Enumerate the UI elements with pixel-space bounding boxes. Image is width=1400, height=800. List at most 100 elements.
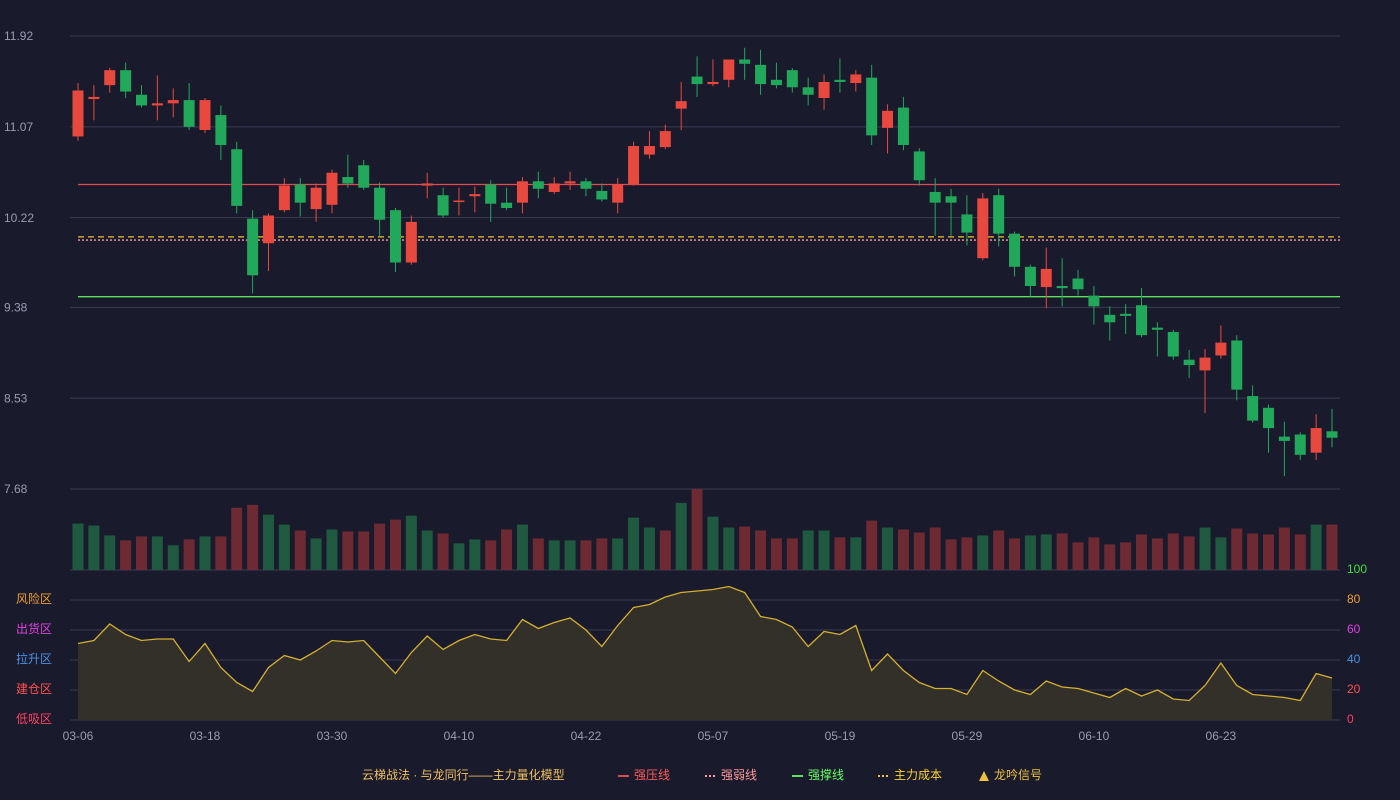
y2-tick-label: 40 [1347,652,1361,666]
volume-bar [326,529,338,570]
volume-bar [1072,542,1084,570]
volume-bar [755,530,767,570]
volume-bar [1278,527,1290,570]
zone-label: 风险区 [16,591,52,606]
y2-tick-label: 0 [1347,712,1354,726]
candle-body [104,70,116,86]
candle-body [1326,431,1338,438]
candle-body [358,165,370,188]
candle-body [1104,314,1116,323]
candle-body [739,59,751,64]
volume-bar [1056,533,1068,570]
volume-bar [88,525,100,570]
candle-body [1263,407,1275,429]
zone-label: 建仓区 [16,682,52,696]
candle-body [580,181,592,189]
candle-body [199,100,211,131]
candle-body [389,210,401,263]
candle-body [596,190,608,200]
candle-body [1167,331,1179,357]
candle-body [707,81,719,85]
volume-bar [1120,542,1132,570]
candle-body [1247,396,1259,421]
candle-body [1310,428,1322,453]
legend-title: 云梯战法 · 与龙同行——主力量化模型 [362,768,565,782]
volume-bar [453,543,465,570]
volume-bar [405,515,417,570]
volume-bar [437,533,449,570]
volume-bar [580,540,592,570]
candle-body [612,184,624,203]
candle-body [516,181,528,203]
x-tick-label: 04-10 [444,729,475,743]
volume-bar [1183,536,1195,570]
volume-bar [612,538,624,570]
zone-label: 低吸区 [16,712,52,726]
zone-label: 出货区 [16,621,52,636]
candle-body [342,177,354,184]
volume-bar [834,537,846,570]
candle-body [120,70,132,92]
candle-body [183,100,195,127]
legend-label: 强压线 [634,768,670,782]
candle-body [1120,313,1132,316]
candle-body [405,221,417,263]
volume-bar [643,527,655,570]
y2-tick-label: 20 [1347,682,1361,696]
candle-body [786,70,798,88]
y-tick-label: 11.92 [4,29,33,43]
candle-body [310,187,322,210]
candle-body [818,81,830,98]
legend-label: 强弱线 [721,768,757,782]
volume-bar [167,545,179,570]
volume-bar [358,531,370,570]
volume-bar [945,539,957,570]
candle-body [532,181,544,189]
candle-body [834,79,846,82]
candle-body [802,87,814,95]
candle-body [628,146,640,185]
candle-body [215,115,227,145]
x-tick-label: 04-22 [571,729,602,743]
volume-bar [929,527,941,570]
candle-body [945,196,957,203]
volume-bar [707,516,719,570]
volume-bar [548,540,560,570]
volume-bar [278,524,290,570]
volume-bar [421,530,433,570]
y-tick-label: 7.68 [4,482,28,496]
candle-body [564,181,576,184]
volume-bar [389,519,401,570]
candle-body [231,149,243,206]
volume-bar [993,530,1005,570]
volume-bar [374,523,386,570]
volume-bar [151,536,163,570]
candle-body [262,215,274,244]
volume-bar [1009,538,1021,570]
volume-bar [262,514,274,570]
volume-bar [135,536,147,570]
volume-bar [977,535,989,570]
volume-bar [913,532,925,570]
volume-bar [1040,534,1052,570]
indicator-area [78,586,1332,720]
y2-tick-label: 80 [1347,592,1361,606]
candle-body [1215,342,1227,356]
volume-bar [1136,534,1148,570]
candle-body [548,183,560,192]
candle-body [278,185,290,211]
candle-body [850,74,862,84]
volume-bar [1247,533,1259,570]
candle-body [723,59,735,80]
candle-body [1278,436,1290,441]
x-tick-label: 06-10 [1079,729,1110,743]
candle-body [247,218,259,276]
x-tick-label: 03-18 [190,729,221,743]
volume-bar [294,530,306,570]
candle-body [1136,305,1148,336]
indicator-line [77,585,1333,702]
x-tick-label: 06-23 [1206,729,1237,743]
candle-body [659,131,671,148]
